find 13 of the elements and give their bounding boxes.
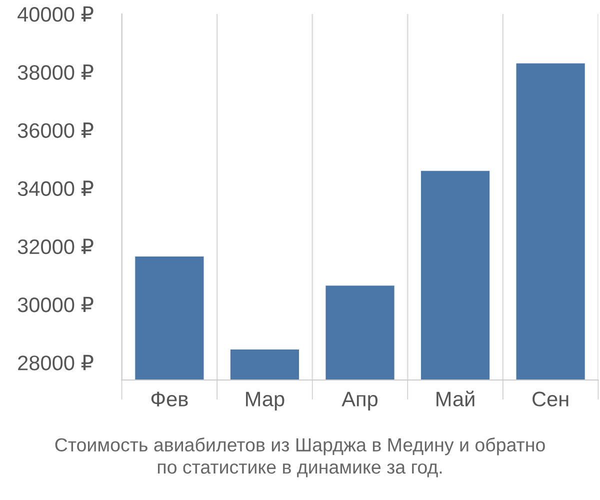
y-tick-label: 40000 ₽ bbox=[18, 6, 94, 22]
y-tick-label: 34000 ₽ bbox=[18, 180, 94, 196]
x-tick-label: Фев bbox=[151, 392, 188, 406]
text: Стоимость авиабилетов из Шарджа в Медину и обратно по статистике в динамике за год. bbox=[55, 438, 545, 478]
x-tick-label: Май bbox=[436, 390, 474, 406]
y-tick-label: 38000 ₽ bbox=[18, 64, 94, 80]
y-tick-label: 30000 ₽ bbox=[18, 296, 94, 312]
x-tick-label: Мар bbox=[246, 392, 284, 411]
y-tick-label: 28000 ₽ bbox=[18, 354, 94, 370]
y-tick-label: 32000 ₽ bbox=[18, 238, 94, 254]
x-tick-label: Апр bbox=[342, 392, 378, 411]
x-tick-label: Сен bbox=[532, 392, 568, 406]
y-tick-label: 36000 ₽ bbox=[18, 122, 94, 138]
